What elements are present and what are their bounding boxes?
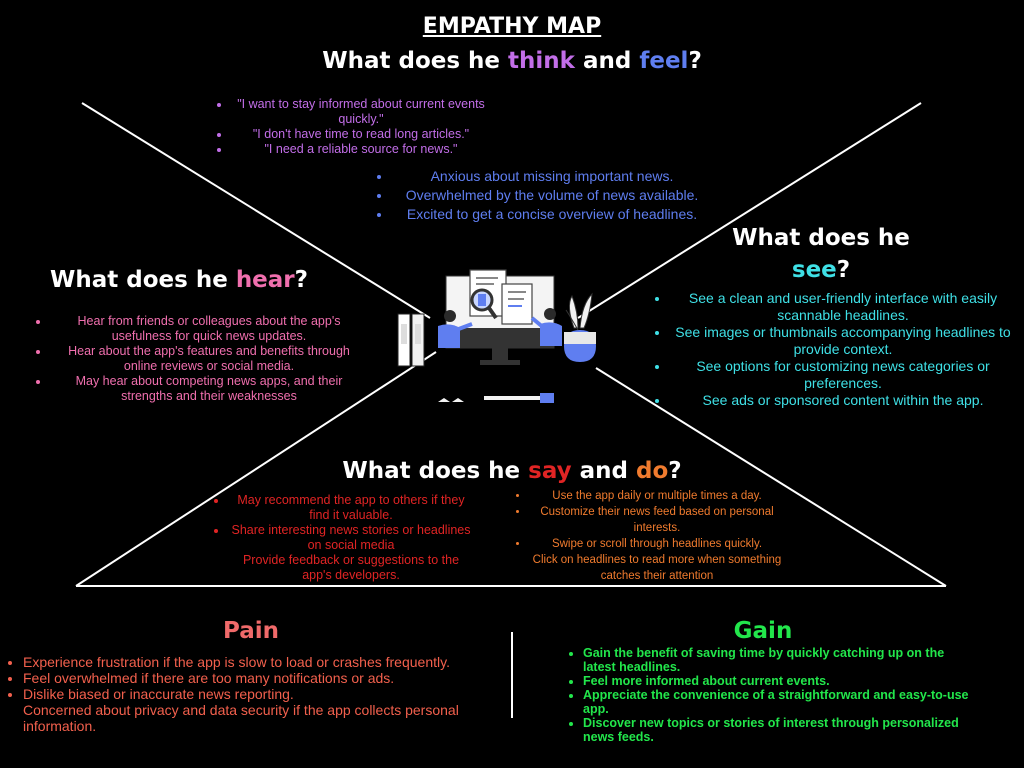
list-item: See options for customizing news categor…	[670, 358, 1016, 392]
do-word: do	[636, 458, 669, 484]
line-bottom-right	[595, 367, 947, 587]
hear-word: hear	[235, 267, 295, 293]
list-item: Hear from friends or colleagues about th…	[50, 314, 368, 344]
pain-heading: Pain	[222, 618, 280, 644]
list-item: May recommend the app to others if they …	[228, 493, 474, 523]
heading-and: and	[574, 48, 640, 74]
feel-list: Anxious about missing important news. Ov…	[376, 167, 712, 224]
gain-list: Gain the benefit of saving time by quick…	[568, 646, 978, 744]
line-bottom-left	[75, 351, 437, 587]
see-list: See a clean and user-friendly interface …	[654, 290, 1016, 409]
say-list: May recommend the app to others if they …	[214, 493, 474, 553]
list-item: "I don't have time to read long articles…	[231, 127, 491, 142]
list-item: Feel more informed about current events.	[583, 674, 978, 688]
do-extra: Click on headlines to read more when som…	[532, 554, 782, 582]
pain-extra: Concerned about privacy and data securit…	[23, 702, 459, 734]
think-word: think	[508, 48, 575, 74]
heading-prefix: What does he	[322, 48, 509, 74]
do-block: Use the app daily or multiple times a da…	[515, 488, 785, 584]
hear-list: Hear from friends or colleagues about th…	[34, 314, 368, 404]
feel-word: feel	[639, 48, 689, 74]
list-item: Use the app daily or multiple times a da…	[529, 488, 785, 504]
list-item: See a clean and user-friendly interface …	[670, 290, 1016, 324]
heading-suffix: ?	[836, 257, 851, 283]
list-item: Discover new topics or stories of intere…	[583, 716, 978, 744]
list-item: Anxious about missing important news.	[392, 167, 712, 186]
pain-block: Experience frustration if the app is slo…	[6, 654, 496, 734]
say-word: say	[528, 458, 572, 484]
page-title: EMPATHY MAP	[422, 14, 602, 39]
heading-prefix: What does he	[342, 458, 529, 484]
see-heading: What does he see?	[730, 222, 912, 286]
list-item: Swipe or scroll through headlines quickl…	[529, 536, 785, 552]
list-item: Hear about the app's features and benefi…	[50, 344, 368, 374]
list-item: "I want to stay informed about current e…	[231, 97, 491, 127]
hear-heading: What does he hear?	[50, 267, 308, 293]
pain-list: Experience frustration if the app is slo…	[6, 654, 496, 702]
heading-prefix: What does he	[50, 267, 236, 293]
list-item: Overwhelmed by the volume of news availa…	[392, 186, 712, 205]
heading-suffix: ?	[294, 267, 308, 293]
list-item: Experience frustration if the app is slo…	[23, 654, 496, 670]
list-item: May hear about competing news apps, and …	[50, 374, 368, 404]
think-feel-heading: What does he think and feel?	[0, 48, 1024, 74]
line-top-right	[577, 102, 922, 319]
list-item: Share interesting news stories or headli…	[228, 523, 474, 553]
list-item: Customize their news feed based on perso…	[529, 504, 785, 536]
list-item: Excited to get a concise overview of hea…	[392, 205, 712, 224]
list-item: See images or thumbnails accompanying he…	[670, 324, 1016, 358]
list-item: Feel overwhelmed if there are too many n…	[23, 670, 496, 686]
say-extra: Provide feedback or suggestions to the a…	[242, 553, 460, 582]
gain-heading: Gain	[733, 618, 793, 644]
heading-prefix: What does he	[732, 225, 910, 251]
see-word: see	[791, 257, 837, 283]
do-list: Use the app daily or multiple times a da…	[515, 488, 785, 552]
list-item: Appreciate the convenience of a straight…	[583, 688, 978, 716]
people-at-computer-illustration	[397, 269, 596, 403]
list-item: Gain the benefit of saving time by quick…	[583, 646, 978, 674]
think-list: "I want to stay informed about current e…	[215, 97, 491, 157]
list-item: See ads or sponsored content within the …	[670, 392, 1016, 409]
line-top-left	[81, 102, 431, 319]
list-item: Dislike biased or inaccurate news report…	[23, 686, 496, 702]
list-item: "I need a reliable source for news."	[231, 142, 491, 157]
heading-suffix: ?	[668, 458, 682, 484]
heading-and: and	[571, 458, 637, 484]
say-block: May recommend the app to others if they …	[214, 493, 474, 583]
say-do-heading: What does he say and do?	[0, 458, 1024, 484]
heading-suffix: ?	[688, 48, 702, 74]
